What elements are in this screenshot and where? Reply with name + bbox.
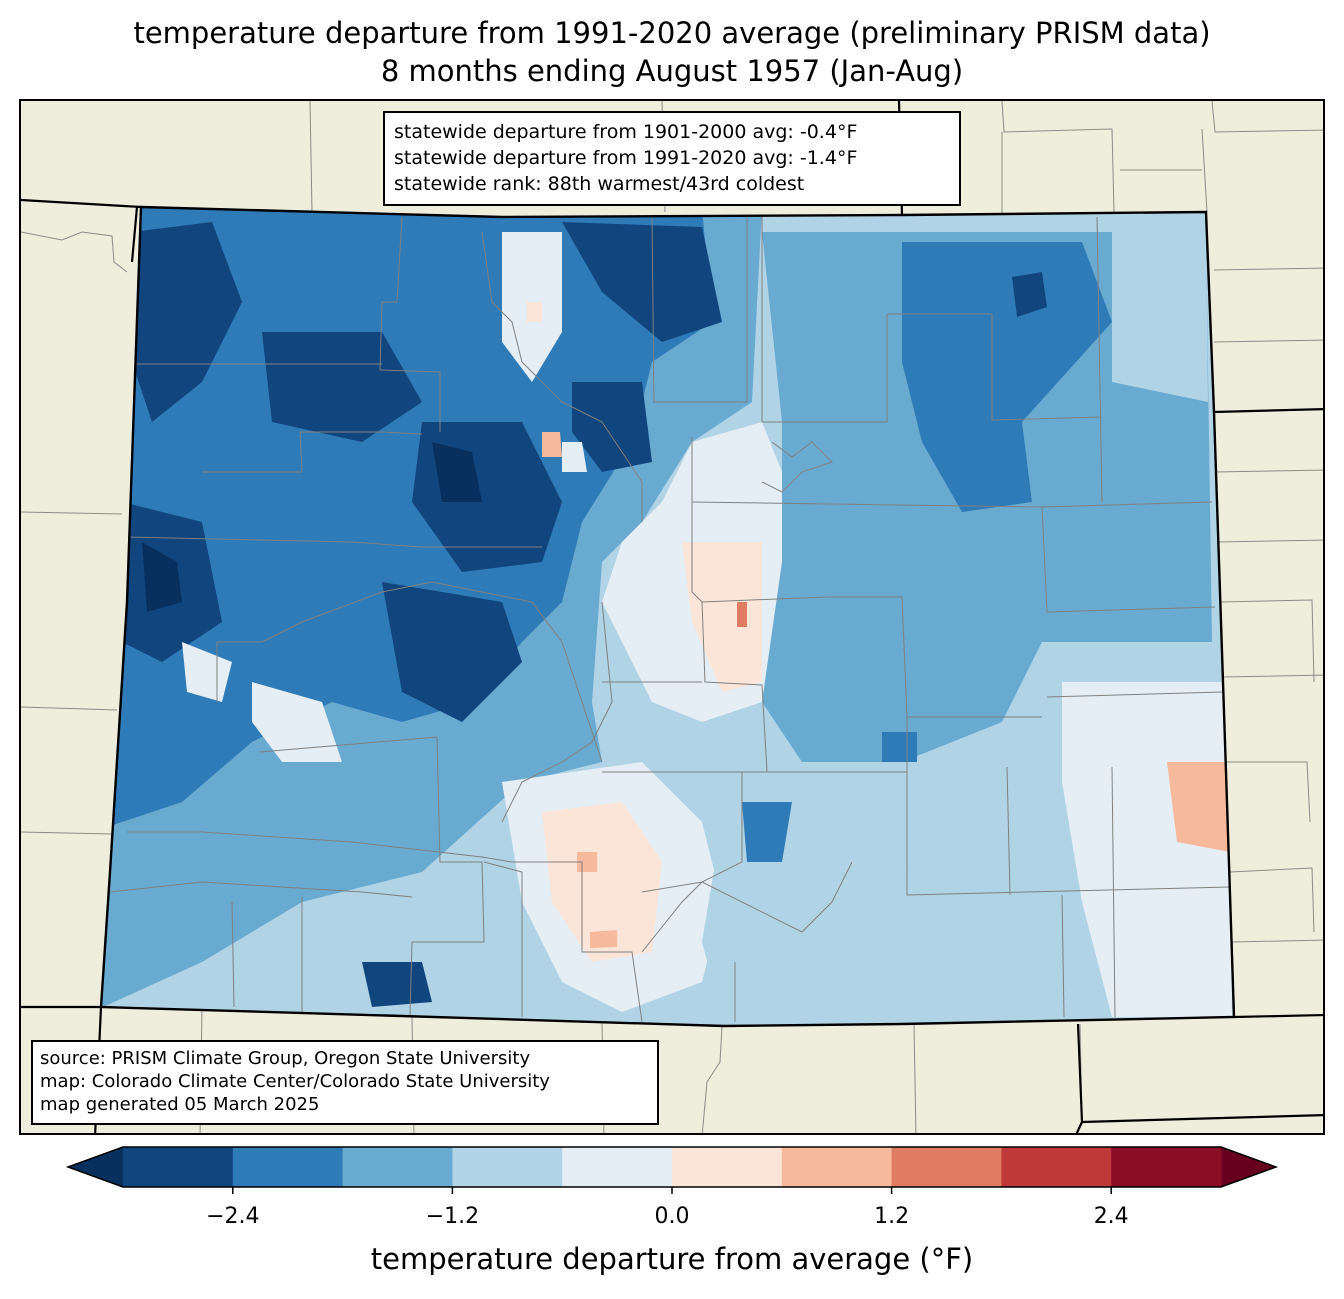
colorbar-segment	[672, 1147, 783, 1187]
map-panel	[19, 99, 1325, 1135]
colorado-county-lines	[109, 216, 1231, 1023]
colorbar-tick-label: −1.2	[426, 1204, 479, 1229]
colorbar-segment	[781, 1147, 893, 1187]
colorbar-segment	[891, 1147, 1002, 1187]
statewide-stats-box: statewide departure from 1901-2000 avg: …	[383, 111, 961, 206]
generated-date-line: map generated 05 March 2025	[40, 1094, 320, 1115]
colorbar-label: temperature departure from average (°F)	[370, 1242, 974, 1276]
colorbar-segment	[1111, 1147, 1222, 1187]
map-credit-line: map: Colorado Climate Center/Colorado St…	[40, 1071, 550, 1092]
stat-rank: statewide rank: 88th warmest/43rd coldes…	[394, 173, 805, 195]
colorbar-tick-label: −2.4	[206, 1204, 259, 1229]
colorbar-extend-low	[68, 1147, 123, 1187]
map-title-line-1: temperature departure from 1991-2020 ave…	[133, 16, 1211, 50]
colorbar-outline	[65, 1146, 1279, 1188]
colorbar: −2.4 −1.2 0.0 1.2 2.4	[65, 1146, 1279, 1229]
colorbar-extend-high	[1221, 1147, 1276, 1187]
colorbar-segment	[123, 1147, 234, 1187]
map-title-line-2: 8 months ending August 1957 (Jan-Aug)	[380, 54, 964, 88]
source-line: source: PRISM Climate Group, Oregon Stat…	[40, 1048, 531, 1069]
colorbar-segment	[232, 1147, 344, 1187]
colorbar-tick-label: 1.2	[874, 1204, 909, 1229]
colorado-state-border	[99, 205, 1236, 1028]
colorbar-segment	[562, 1147, 673, 1187]
source-box: source: PRISM Climate Group, Oregon Stat…	[31, 1040, 659, 1125]
colorbar-tick-label: 2.4	[1094, 1204, 1129, 1229]
stat-departure-1991-2020: statewide departure from 1991-2020 avg: …	[394, 147, 858, 169]
colorbar-segment	[1001, 1147, 1112, 1187]
temperature-field	[101, 207, 1234, 1026]
colorbar-segment	[342, 1147, 453, 1187]
colorado-map	[21, 101, 1323, 1133]
colorbar-tick-label: 0.0	[655, 1204, 690, 1229]
stat-departure-1901-2000: statewide departure from 1901-2000 avg: …	[394, 121, 858, 143]
colorbar-segment	[452, 1147, 563, 1187]
neighbor-state-lines	[21, 101, 1323, 1133]
